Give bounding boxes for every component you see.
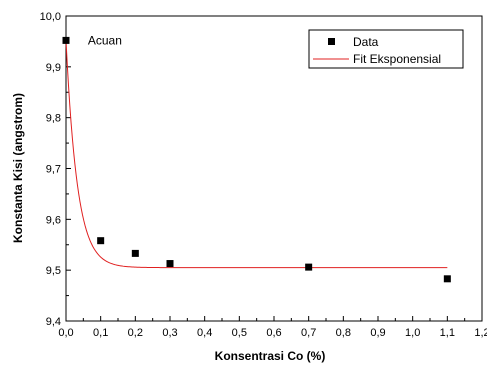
data-series (62, 36, 451, 283)
x-tick-label: 0,2 (128, 327, 143, 339)
x-tick-label: 1,1 (440, 327, 455, 339)
y-tick-label: 9,9 (46, 62, 61, 74)
y-tick-label: 9,4 (46, 316, 61, 328)
data-point (62, 36, 70, 44)
x-tick-label: 0,6 (266, 327, 281, 339)
data-point (166, 260, 174, 268)
x-tick-label: 0,1 (93, 327, 108, 339)
y-tick-label: 9,6 (46, 214, 61, 226)
x-tick-label: 0,5 (232, 327, 247, 339)
legend-label-fit: Fit Eksponensial (353, 52, 441, 66)
y-tick-label: 10,0 (40, 11, 61, 23)
data-point (131, 249, 139, 257)
data-point (305, 263, 313, 271)
legend-box (308, 29, 464, 69)
legend-label-data: Data (353, 35, 379, 49)
x-tick-label: 0,7 (301, 327, 316, 339)
x-tick-label: 1,2 (474, 327, 487, 339)
annotations: Acuan (88, 33, 122, 47)
x-tick-label: 0,0 (58, 327, 73, 339)
x-tick-label: 0,4 (197, 327, 212, 339)
x-tick-label: 0,3 (162, 327, 177, 339)
x-axis-title: Konsentrasi Co (%) (215, 349, 326, 363)
annotation-acuan: Acuan (88, 33, 122, 47)
plot-axes: 0,0 0,1 0,2 0,3 0,4 0,5 0,6 0,7 0,8 0,9 1,0 1,1 1,2 9… (40, 11, 487, 339)
legend: Data Fit Eksponensial (308, 29, 464, 69)
x-tick-label: 1,0 (405, 327, 420, 339)
legend-marker-data (328, 38, 335, 45)
fit-series (65, 40, 448, 269)
data-point (443, 275, 451, 283)
x-tick-label: 0,9 (370, 327, 385, 339)
y-axis-title: Konstanta Kisi (angstrom) (11, 93, 25, 243)
data-point (97, 237, 105, 245)
y-tick-label: 9,8 (46, 113, 61, 125)
y-tick-label: 9,7 (46, 164, 61, 176)
fit-line (65, 40, 448, 269)
x-tick-label: 0,8 (336, 327, 351, 339)
y-tick-label: 9,5 (46, 265, 61, 277)
